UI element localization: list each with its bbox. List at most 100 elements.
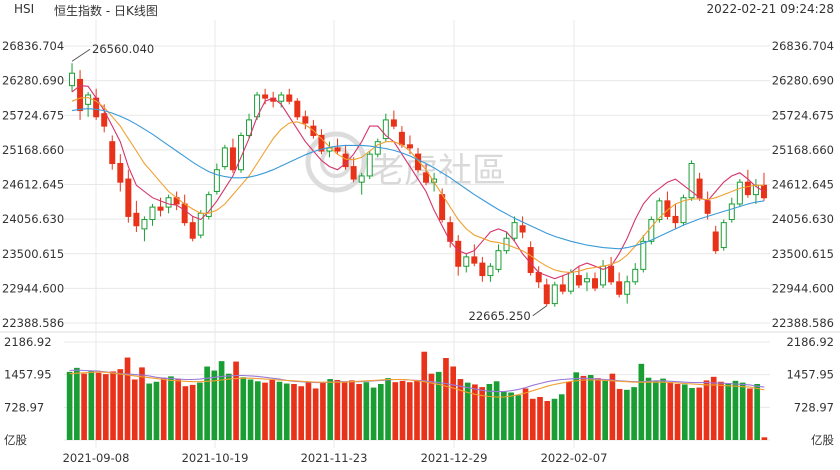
volume-bar bbox=[197, 382, 203, 440]
volume-bar bbox=[443, 357, 449, 440]
volume-bar bbox=[645, 377, 652, 440]
volume-bar bbox=[233, 361, 239, 440]
candle-body bbox=[157, 206, 164, 211]
volume-bar bbox=[761, 437, 768, 440]
volume-bar bbox=[399, 380, 406, 440]
volume-bar bbox=[479, 387, 485, 440]
volume-bar bbox=[457, 379, 464, 440]
candle-body bbox=[567, 271, 574, 292]
candle-body bbox=[406, 144, 413, 149]
volume-bar bbox=[291, 383, 297, 440]
volume-bar bbox=[117, 369, 124, 440]
candle-body bbox=[165, 197, 172, 208]
volume-bar bbox=[667, 382, 674, 440]
low-annotation-leader bbox=[532, 305, 548, 317]
volume-tick-label-right: 亿股 bbox=[811, 433, 834, 447]
symbol-label: HSI bbox=[14, 2, 35, 16]
candle-body bbox=[632, 268, 639, 283]
volume-bar bbox=[262, 382, 268, 440]
volume-tick-label-right: 728.97 bbox=[794, 400, 834, 414]
candle-body bbox=[495, 250, 502, 270]
volume-bar bbox=[102, 374, 109, 440]
candle-body bbox=[117, 162, 124, 183]
volume-bar bbox=[638, 363, 645, 440]
volume-bar bbox=[189, 384, 196, 440]
volume-bar bbox=[580, 375, 587, 440]
candle-body bbox=[728, 203, 735, 221]
volume-bar bbox=[428, 373, 435, 440]
volume-bar bbox=[595, 378, 601, 440]
volume-bar bbox=[276, 381, 283, 440]
volume-bar bbox=[139, 367, 145, 440]
axis-ticks: 26836.704 26836.704 26280.690 26280.690 2572… bbox=[2, 39, 834, 465]
volume-bar bbox=[131, 379, 138, 440]
y-tick-label-left: 22388.586 bbox=[2, 316, 64, 330]
volume-bar bbox=[269, 379, 276, 440]
volume-bar bbox=[529, 398, 536, 440]
volume-bar bbox=[421, 351, 428, 440]
volume-tick-label-right: 1457.95 bbox=[786, 368, 834, 382]
y-tick-label-right: 23500.615 bbox=[772, 247, 834, 261]
candle-body bbox=[189, 222, 196, 239]
volume-bar bbox=[283, 383, 290, 440]
y-tick-label-right: 25168.660 bbox=[772, 143, 834, 157]
candle-body bbox=[624, 281, 631, 295]
candle-body bbox=[543, 284, 550, 305]
volume-bar bbox=[175, 378, 181, 440]
candle-body bbox=[133, 212, 140, 227]
volume-bar bbox=[732, 380, 739, 440]
volume-bar bbox=[587, 375, 594, 440]
volume-tick-label-right: 2186.92 bbox=[786, 335, 834, 349]
volume-bar bbox=[602, 380, 608, 440]
volume-bar bbox=[153, 381, 160, 440]
candle-body bbox=[583, 278, 590, 283]
x-tick-label: 2021-10-19 bbox=[182, 451, 249, 465]
moving-average-lines bbox=[71, 85, 765, 280]
volume-bar bbox=[493, 381, 500, 440]
volume-tick-label-left: 1457.95 bbox=[4, 368, 52, 382]
volume-bar bbox=[240, 377, 247, 440]
low-annotation-label: 22665.250 bbox=[469, 309, 531, 323]
candle-body bbox=[720, 222, 727, 249]
y-tick-label-left: 24056.630 bbox=[2, 212, 64, 226]
volume-bar bbox=[653, 380, 659, 440]
candle-body bbox=[382, 119, 389, 140]
volume-bar bbox=[66, 371, 73, 440]
volume-bar bbox=[739, 382, 746, 440]
candle-body bbox=[213, 169, 220, 193]
volume-bar bbox=[160, 377, 167, 440]
candle-body bbox=[85, 94, 92, 105]
candle-body bbox=[278, 94, 285, 102]
x-tick-label: 2021-12-29 bbox=[421, 451, 488, 465]
y-tick-label-left: 22944.600 bbox=[2, 281, 64, 295]
volume-bar bbox=[182, 386, 189, 440]
candle-body bbox=[286, 94, 293, 102]
volume-bar bbox=[370, 387, 377, 440]
candle-body bbox=[616, 281, 623, 295]
volume-bar bbox=[573, 372, 580, 440]
y-tick-label-left: 25724.675 bbox=[2, 108, 64, 122]
candle-body bbox=[551, 284, 558, 305]
volume-bar bbox=[660, 378, 666, 440]
volume-bar bbox=[377, 383, 384, 440]
volume-bar bbox=[312, 388, 319, 440]
volume-bar bbox=[747, 388, 753, 440]
candle-body bbox=[398, 131, 405, 146]
volume-bar bbox=[674, 383, 681, 440]
candle-body bbox=[101, 113, 108, 127]
volume-bar bbox=[710, 376, 717, 440]
volume-bar bbox=[689, 388, 695, 440]
candle-body bbox=[318, 134, 325, 152]
volume-bar bbox=[74, 367, 80, 440]
volume-bar bbox=[226, 373, 232, 440]
candle-body bbox=[471, 256, 478, 264]
candle-body bbox=[592, 278, 599, 289]
volume-bar bbox=[81, 373, 87, 440]
candle-body bbox=[680, 197, 687, 224]
candle-body bbox=[608, 265, 615, 283]
volume-bar bbox=[110, 371, 116, 440]
candle-body bbox=[246, 119, 253, 136]
volume-bar bbox=[414, 379, 420, 440]
volume-bar bbox=[486, 383, 493, 440]
